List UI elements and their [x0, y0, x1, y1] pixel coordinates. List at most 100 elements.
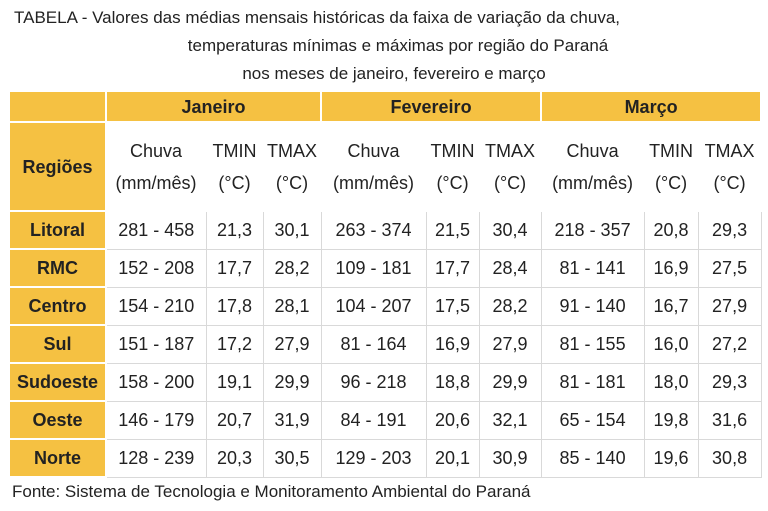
column-header: TMIN (°C) [205, 121, 264, 212]
region-cell: Oeste [8, 400, 107, 440]
region-cell: Norte [8, 438, 107, 478]
data-row: Sudoeste 158 - 200 19,1 29,9 96 - 218 18,8 29,… [8, 362, 762, 402]
title-line: nos meses de janeiro, fevereiro e março [242, 64, 546, 83]
column-header-line: (°C) [436, 172, 469, 193]
region-cell: Centro [8, 286, 107, 326]
value-cell: 218 - 357 [540, 210, 645, 250]
value-cell: 17,8 [205, 286, 264, 326]
value-cell: 18,8 [425, 362, 480, 402]
value-cell: 20,7 [205, 400, 264, 440]
source-note: Fonte: Sistema de Tecnologia e Monitoram… [12, 482, 531, 501]
data-row: Centro 154 - 210 17,8 28,1 104 - 207 17,5 28,2… [8, 286, 762, 326]
value-cell: 81 - 164 [320, 324, 427, 364]
title-line: temperaturas mínimas e máximas por regiã… [187, 36, 609, 55]
data-table: Janeiro Fevereiro Março Regiões Chuva (mm/mês… [8, 90, 763, 478]
column-header-line: (mm/mês) [115, 172, 197, 193]
value-cell: 30,4 [478, 210, 542, 250]
value-cell: 128 - 239 [105, 438, 207, 478]
corner-cell [8, 90, 107, 123]
column-header-line: Chuva [566, 140, 619, 161]
value-cell: 19,1 [205, 362, 264, 402]
value-cell: 158 - 200 [105, 362, 207, 402]
value-cell: 30,9 [478, 438, 542, 478]
value-cell: 27,2 [697, 324, 762, 364]
value-cell: 29,9 [262, 362, 322, 402]
value-cell: 281 - 458 [105, 210, 207, 250]
value-cell: 31,9 [262, 400, 322, 440]
value-cell: 85 - 140 [540, 438, 645, 478]
value-cell: 96 - 218 [320, 362, 427, 402]
month-header: Janeiro [104, 90, 323, 123]
value-cell: 146 - 179 [105, 400, 207, 440]
column-header-line: (mm/mês) [333, 172, 415, 193]
value-cell: 31,6 [697, 400, 762, 440]
column-header: TMAX (°C) [697, 121, 763, 212]
column-header-line: TMIN [649, 140, 694, 161]
value-cell: 30,1 [262, 210, 322, 250]
value-cell: 28,2 [478, 286, 542, 326]
value-cell: 109 - 181 [320, 248, 427, 288]
value-cell: 17,7 [425, 248, 480, 288]
value-cell: 20,8 [643, 210, 699, 250]
value-cell: 21,3 [205, 210, 264, 250]
value-cell: 29,3 [697, 362, 762, 402]
region-cell: Sul [8, 324, 107, 364]
value-cell: 27,9 [478, 324, 542, 364]
data-row: RMC 152 - 208 17,7 28,2 109 - 181 17,7 28,4 81 … [8, 248, 762, 288]
value-cell: 21,5 [425, 210, 480, 250]
value-cell: 17,2 [205, 324, 264, 364]
column-header: TMIN (°C) [425, 121, 481, 212]
column-header: Chuva (mm/mês) [320, 121, 428, 212]
column-header-line: TMAX [485, 140, 536, 161]
region-cell: Litoral [8, 210, 107, 250]
data-row: Norte 128 - 239 20,3 30,5 129 - 203 20,1 30,9 8… [8, 438, 762, 478]
column-header: TMIN (°C) [643, 121, 700, 212]
value-cell: 263 - 374 [320, 210, 427, 250]
column-header: Chuva (mm/mês) [540, 121, 646, 212]
value-cell: 17,5 [425, 286, 480, 326]
header-row: Janeiro Fevereiro Março [8, 90, 763, 123]
value-cell: 17,7 [205, 248, 264, 288]
region-cell: RMC [8, 248, 107, 288]
column-header-line: (°C) [493, 172, 527, 193]
value-cell: 27,9 [262, 324, 322, 364]
value-cell: 81 - 155 [540, 324, 645, 364]
value-cell: 84 - 191 [320, 400, 427, 440]
value-cell: 30,8 [697, 438, 762, 478]
value-cell: 19,6 [643, 438, 699, 478]
data-row: Oeste 146 - 179 20,7 31,9 84 - 191 20,6 32,1 65… [8, 400, 762, 440]
value-cell: 91 - 140 [540, 286, 645, 326]
month-header: Fevereiro [320, 90, 543, 123]
value-cell: 29,3 [697, 210, 762, 250]
data-row: Sul 151 - 187 17,2 27,9 81 - 164 16,9 27,9 81 -… [8, 324, 762, 364]
value-cell: 20,1 [425, 438, 480, 478]
value-cell: 32,1 [478, 400, 542, 440]
value-cell: 28,1 [262, 286, 322, 326]
value-cell: 152 - 208 [105, 248, 207, 288]
value-cell: 65 - 154 [540, 400, 645, 440]
column-header-line: TMAX [267, 140, 318, 161]
column-header-line: (°C) [713, 172, 746, 193]
value-cell: 20,3 [205, 438, 264, 478]
value-cell: 16,9 [643, 248, 699, 288]
row-header: Regiões [8, 121, 107, 212]
value-cell: 16,7 [643, 286, 699, 326]
column-header-line: TMIN [212, 140, 257, 161]
value-cell: 81 - 181 [540, 362, 645, 402]
column-header-line: (°C) [275, 172, 309, 193]
column-header: TMAX (°C) [261, 121, 323, 212]
month-header: Março [540, 90, 763, 123]
value-cell: 129 - 203 [320, 438, 427, 478]
value-cell: 16,9 [425, 324, 480, 364]
value-cell: 19,8 [643, 400, 699, 440]
region-cell: Sudoeste [8, 362, 107, 402]
data-row: Litoral 281 - 458 21,3 30,1 263 - 374 21,5 30,… [8, 210, 762, 250]
value-cell: 28,2 [262, 248, 322, 288]
value-cell: 28,4 [478, 248, 542, 288]
column-header-line: Chuva [347, 140, 400, 161]
value-cell: 151 - 187 [105, 324, 207, 364]
value-cell: 20,6 [425, 400, 480, 440]
column-header: Chuva (mm/mês) [105, 121, 207, 212]
value-cell: 16,0 [643, 324, 699, 364]
column-header-line: (°C) [218, 172, 251, 193]
